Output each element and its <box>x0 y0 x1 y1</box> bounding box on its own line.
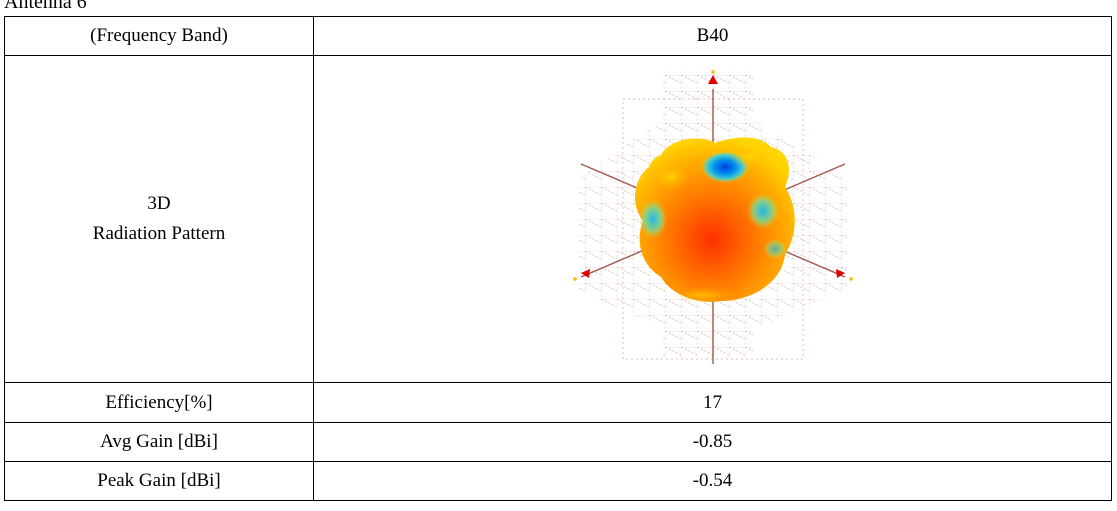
axis-marker-left-icon <box>580 269 590 278</box>
radiation-results-table: (Frequency Band) B40 3D Radiation Patter… <box>4 16 1112 501</box>
table-row-peak-gain: Peak Gain [dBi] -0.54 <box>4 461 1112 501</box>
peak-gain-label: Peak Gain [dBi] <box>4 461 314 501</box>
table-row-radiation-pattern: 3D Radiation Pattern <box>4 55 1112 383</box>
axis-markers <box>572 70 853 281</box>
frequency-band-value: B40 <box>313 16 1112 56</box>
table-row-efficiency: Efficiency[%] 17 <box>4 382 1112 423</box>
axis-marker-right-icon <box>835 269 845 278</box>
peak-gain-value: -0.54 <box>313 461 1112 501</box>
table-row-avg-gain: Avg Gain [dBi] -0.85 <box>4 422 1112 462</box>
antenna-caption: Antenna 6 <box>4 0 87 13</box>
frequency-band-label: (Frequency Band) <box>4 16 314 56</box>
radiation-pattern-surface <box>634 137 795 303</box>
radiation-pattern-image <box>553 59 873 379</box>
avg-gain-label: Avg Gain [dBi] <box>4 422 314 462</box>
radiation-pattern-cell <box>313 55 1112 383</box>
radiation-pattern-label: 3D Radiation Pattern <box>4 55 314 383</box>
radiation-pattern-label-line1: 3D <box>147 193 171 214</box>
table-row-frequency-band: (Frequency Band) B40 <box>4 16 1112 56</box>
radiation-pattern-3d-plot <box>572 69 853 364</box>
axis-marker-top-icon <box>707 75 718 84</box>
radiation-pattern-label-line2: Radiation Pattern <box>92 223 226 244</box>
efficiency-value: 17 <box>313 382 1112 423</box>
efficiency-label: Efficiency[%] <box>4 382 314 423</box>
avg-gain-value: -0.85 <box>313 422 1112 462</box>
